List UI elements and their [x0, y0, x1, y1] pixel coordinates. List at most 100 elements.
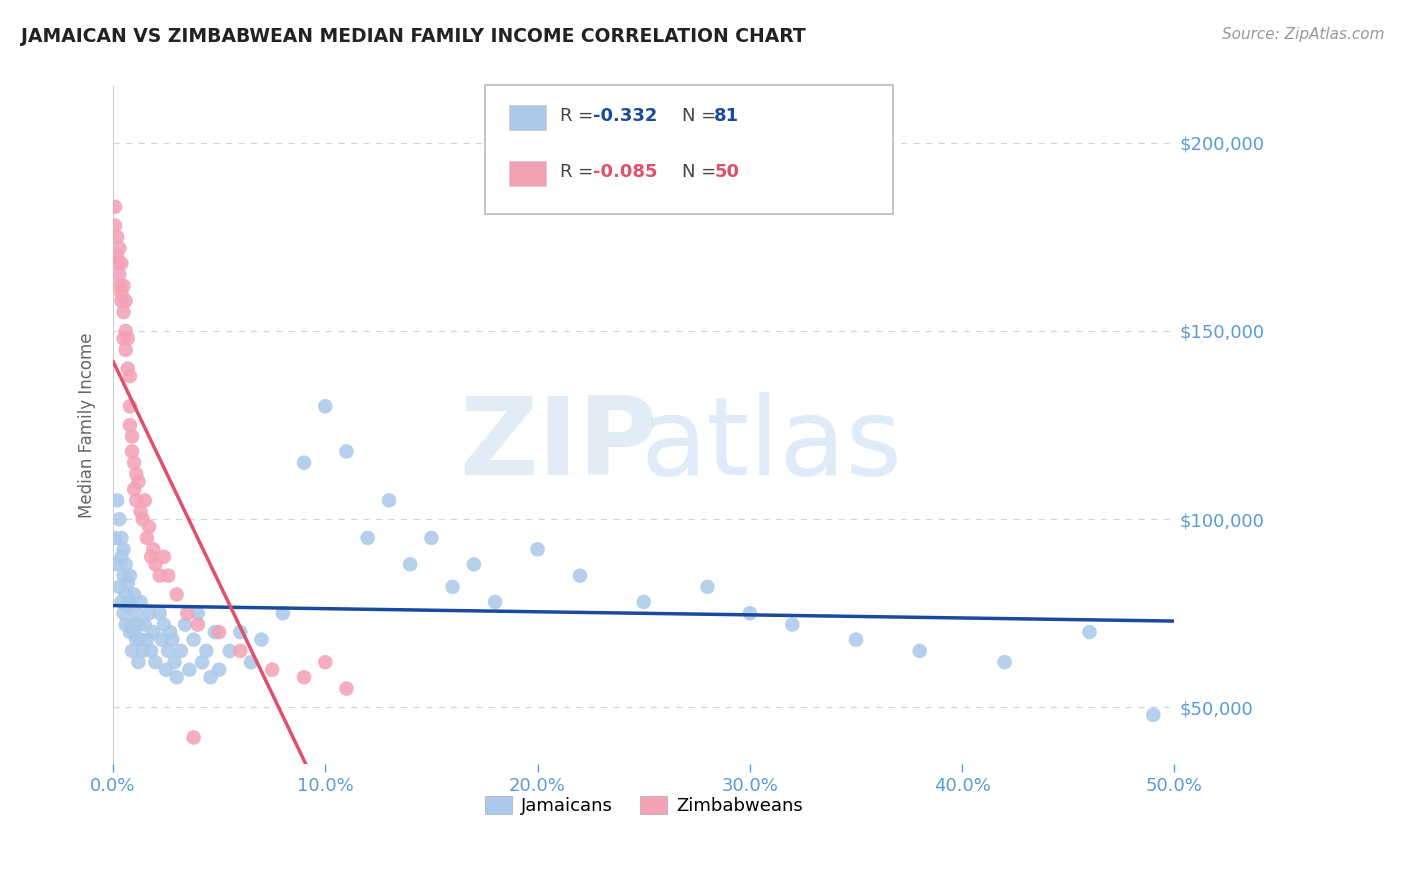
Point — [159, 625, 181, 640]
Point — [129, 505, 152, 519]
Point — [110, 549, 132, 564]
Point — [262, 663, 284, 677]
Y-axis label: Median Family Income: Median Family Income — [79, 333, 96, 518]
Point — [150, 632, 173, 647]
Point — [104, 200, 127, 214]
Point — [174, 617, 197, 632]
Point — [108, 512, 131, 526]
Point — [134, 493, 156, 508]
Point — [122, 482, 145, 496]
Point — [187, 617, 209, 632]
Point — [114, 587, 136, 601]
Point — [176, 607, 198, 621]
Point — [110, 293, 132, 308]
Text: 81: 81 — [714, 107, 740, 125]
Point — [484, 595, 506, 609]
Point — [218, 644, 240, 658]
Point — [399, 558, 422, 572]
Point — [114, 324, 136, 338]
Point — [292, 670, 315, 684]
Text: R =: R = — [560, 107, 599, 125]
Point — [127, 617, 149, 632]
Point — [110, 256, 132, 270]
Text: 50: 50 — [714, 163, 740, 181]
Point — [125, 493, 148, 508]
Point — [117, 332, 139, 346]
Point — [108, 580, 131, 594]
Point — [125, 632, 148, 647]
Point — [127, 655, 149, 669]
Point — [208, 625, 231, 640]
Point — [108, 241, 131, 255]
Point — [157, 644, 180, 658]
Point — [229, 625, 252, 640]
Point — [357, 531, 380, 545]
Point — [229, 644, 252, 658]
Point — [183, 632, 205, 647]
Point — [110, 286, 132, 301]
Point — [104, 531, 127, 545]
Point — [208, 663, 231, 677]
Point — [149, 568, 172, 582]
Point — [110, 595, 132, 609]
Point — [141, 644, 163, 658]
Point — [104, 219, 127, 233]
Point — [292, 456, 315, 470]
Point — [105, 249, 128, 263]
Point — [845, 632, 868, 647]
Point — [118, 568, 141, 582]
Point — [463, 558, 485, 572]
Point — [157, 568, 180, 582]
Point — [131, 512, 153, 526]
Point — [569, 568, 592, 582]
Text: N =: N = — [682, 163, 721, 181]
Legend: Jamaicans, Zimbabweans: Jamaicans, Zimbabweans — [478, 789, 810, 822]
Point — [112, 542, 135, 557]
Point — [112, 332, 135, 346]
Point — [994, 655, 1017, 669]
Point — [125, 467, 148, 481]
Point — [135, 632, 157, 647]
Point — [108, 268, 131, 282]
Text: ZIP: ZIP — [460, 392, 658, 499]
Text: -0.332: -0.332 — [593, 107, 658, 125]
Text: -0.085: -0.085 — [593, 163, 658, 181]
Text: R =: R = — [560, 163, 599, 181]
Point — [110, 531, 132, 545]
Text: JAMAICAN VS ZIMBABWEAN MEDIAN FAMILY INCOME CORRELATION CHART: JAMAICAN VS ZIMBABWEAN MEDIAN FAMILY INC… — [21, 27, 806, 45]
Point — [114, 293, 136, 308]
Text: atlas: atlas — [640, 392, 903, 499]
Point — [108, 278, 131, 293]
Point — [125, 607, 148, 621]
Point — [145, 655, 167, 669]
Point — [135, 531, 157, 545]
Point — [441, 580, 464, 594]
Point — [162, 632, 184, 647]
Point — [105, 230, 128, 244]
Point — [114, 617, 136, 632]
Text: N =: N = — [682, 107, 721, 125]
Point — [166, 587, 188, 601]
Point — [105, 493, 128, 508]
Point — [114, 558, 136, 572]
Point — [127, 475, 149, 489]
Point — [122, 587, 145, 601]
Point — [134, 617, 156, 632]
Point — [112, 607, 135, 621]
Point — [121, 444, 143, 458]
Point — [908, 644, 931, 658]
Point — [118, 418, 141, 433]
Point — [138, 519, 160, 533]
Point — [131, 644, 153, 658]
Point — [121, 429, 143, 443]
Point — [121, 644, 143, 658]
Point — [420, 531, 443, 545]
Point — [163, 655, 186, 669]
Point — [314, 399, 336, 413]
Point — [1142, 707, 1164, 722]
Point — [335, 681, 357, 696]
Point — [117, 599, 139, 613]
Point — [138, 607, 160, 621]
Point — [195, 644, 218, 658]
Point — [121, 617, 143, 632]
